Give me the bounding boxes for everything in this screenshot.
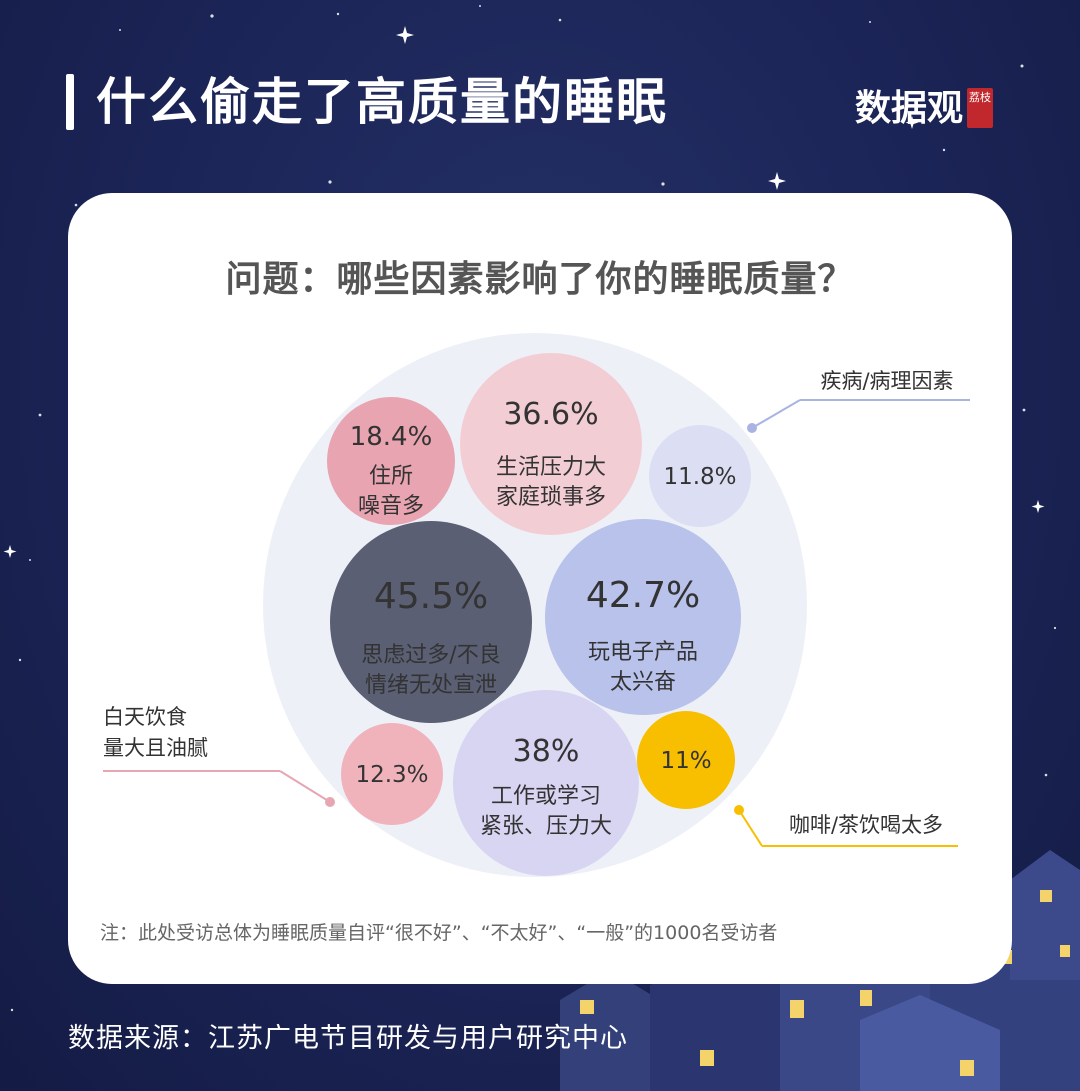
bubble-category-label: 工作或学习 (491, 784, 601, 809)
callout-illness-label: 疾病/病理因素 (820, 369, 953, 393)
logo-text: 数据观 (855, 87, 964, 129)
bubble-percent-label: 42.7% (586, 575, 700, 616)
bubble-category-label: 情绪无处宣泄 (365, 673, 497, 698)
bubble-category-label: 家庭琐事多 (496, 485, 606, 510)
brand-logo: 数据观 荔枝 (855, 84, 994, 132)
bubble-category-label: 太兴奋 (610, 670, 676, 695)
bubble-percent-label: 11.8% (663, 464, 736, 490)
bubble-percent-label: 45.5% (374, 576, 488, 617)
bubble-7: 11.8% (649, 425, 751, 527)
bubble-mark (330, 521, 532, 723)
data-source: 数据来源：江苏广电节目研发与用户研究中心 (68, 1023, 628, 1054)
bubble-8: 11% (637, 711, 735, 809)
bubble-percent-label: 12.3% (355, 762, 428, 788)
bubble-mark (453, 690, 639, 876)
bubble-percent-label: 11% (660, 748, 711, 774)
bubble-percent-label: 18.4% (350, 422, 433, 452)
bubble-mark (460, 353, 642, 535)
bubble-mark (545, 519, 741, 715)
callout-diet: 白天饮食 量大且油腻 (103, 705, 335, 807)
callout-diet-label-2: 量大且油腻 (103, 736, 208, 760)
question-heading: 问题：哪些因素影响了你的睡眠质量？ (225, 259, 855, 300)
page-title: 什么偷走了高质量的睡眠 (96, 73, 668, 131)
bubble-mark (637, 711, 735, 809)
bubble-category-label: 紧张、压力大 (480, 814, 612, 839)
bubble-category-label: 住所 (369, 464, 413, 489)
bubble-category-label: 生活压力大 (496, 455, 606, 480)
survey-note: 注：此处受访总体为睡眠质量自评“很不好”、“不太好”、“一般”的1000名受访者 (100, 922, 778, 944)
callout-coffee: 咖啡/茶饮喝太多 (734, 805, 958, 847)
bubble-mark (341, 723, 443, 825)
bubble-percent-label: 36.6% (503, 397, 598, 432)
callout-diet-label-1: 白天饮食 (103, 705, 187, 729)
title-accent-bar (66, 74, 74, 130)
bubble-mark (327, 397, 455, 525)
callout-coffee-label: 咖啡/茶饮喝太多 (789, 813, 943, 837)
bubble-category-label: 思虑过多/不良 (361, 643, 500, 668)
logo-seal: 荔枝 (967, 88, 994, 128)
bubble-6: 12.3% (341, 723, 443, 825)
bubble-mark (649, 425, 751, 527)
bubble-category-label: 玩电子产品 (588, 640, 698, 665)
callout-illness: 疾病/病理因素 (747, 369, 970, 433)
bubble-percent-label: 38% (513, 734, 580, 769)
bubble-category-label: 噪音多 (358, 494, 424, 519)
